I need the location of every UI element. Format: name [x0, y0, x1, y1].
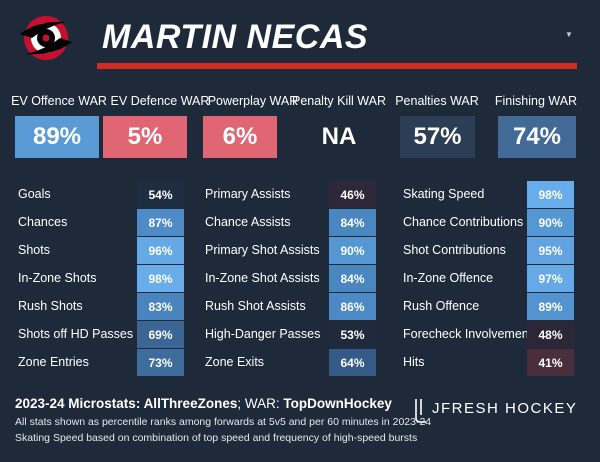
- stat-label: Rush Shot Assists: [205, 299, 306, 313]
- player-name: MARTIN NECAS: [102, 18, 369, 56]
- stat-value-cell: 97%: [527, 265, 574, 292]
- footnote-skating: Skating Speed based on combination of to…: [15, 432, 418, 444]
- stat-label: Zone Exits: [205, 355, 265, 369]
- war-label: Penalty Kill WAR: [291, 94, 386, 108]
- header: MARTIN NECAS ▼: [0, 0, 600, 80]
- stat-value-cell: 87%: [137, 209, 184, 236]
- stat-value-cell: 48%: [527, 321, 574, 348]
- hurricanes-logo-icon: [20, 16, 72, 60]
- stat-value-cell: 98%: [527, 181, 574, 208]
- stat-label: Goals: [18, 187, 51, 201]
- war-value-tile: NA: [321, 123, 357, 150]
- stat-label: High-Danger Passes: [205, 327, 321, 341]
- stat-label: Primary Shot Assists: [205, 243, 320, 257]
- stat-label: Chance Contributions: [403, 215, 524, 229]
- stat-value-cell: 46%: [329, 181, 376, 208]
- stat-label: Shot Contributions: [403, 243, 506, 257]
- war-label: EV Defence WAR: [110, 94, 210, 108]
- stat-label: Shots off HD Passes: [18, 327, 134, 341]
- war-value-tile: 6%: [203, 116, 277, 158]
- war-value-tile: 57%: [400, 116, 475, 158]
- stat-value-cell: 83%: [137, 293, 184, 320]
- stat-value-cell: 41%: [527, 349, 574, 376]
- stat-value-cell: 95%: [527, 237, 574, 264]
- war-label: Finishing WAR: [494, 94, 578, 108]
- stat-label: Forecheck Involvement: [403, 327, 533, 341]
- stat-label: Chances: [18, 215, 68, 229]
- brand-name: JFRESH HOCKEY: [432, 400, 578, 417]
- stat-value-cell: 98%: [137, 265, 184, 292]
- stat-value-cell: 54%: [137, 181, 184, 208]
- footer-sources: 2023-24 Microstats: AllThreeZones; WAR: …: [15, 396, 392, 411]
- stat-label: Primary Assists: [205, 187, 291, 201]
- stat-value-cell: 96%: [137, 237, 184, 264]
- stat-label: Hits: [403, 355, 425, 369]
- stat-value-cell: 84%: [329, 209, 376, 236]
- hockey-stick-icon: [415, 399, 426, 423]
- title-underline: [97, 63, 577, 69]
- menu-caret-icon[interactable]: ▼: [565, 30, 573, 39]
- stat-label: Shots: [18, 243, 50, 257]
- war-prefix: ; WAR:: [237, 396, 284, 411]
- war-source: TopDownHockey: [283, 396, 392, 411]
- war-value-tile: 5%: [103, 116, 187, 158]
- stat-label: Chance Assists: [205, 215, 291, 229]
- stat-label: Zone Entries: [18, 355, 89, 369]
- war-value-tile: 89%: [15, 116, 99, 158]
- stat-value-cell: 84%: [329, 265, 376, 292]
- stat-value-cell: 86%: [329, 293, 376, 320]
- season-label: 2023-24 Microstats:: [15, 396, 144, 411]
- stat-value-cell: 73%: [137, 349, 184, 376]
- war-label: Powerplay WAR: [207, 94, 299, 108]
- microstats-source: AllThreeZones: [143, 396, 238, 411]
- stat-value-cell: 53%: [329, 321, 376, 348]
- stat-value-cell: 90%: [527, 209, 574, 236]
- stat-value-cell: 89%: [527, 293, 574, 320]
- stat-label: Rush Offence: [403, 299, 480, 313]
- footnote-percentile: All stats shown as percentile ranks amon…: [15, 416, 432, 428]
- stat-label: In-Zone Shots: [18, 271, 97, 285]
- stat-label: Skating Speed: [403, 187, 485, 201]
- stat-label: In-Zone Offence: [403, 271, 494, 285]
- war-value-tile: 74%: [498, 116, 576, 158]
- brand: JFRESH HOCKEY: [412, 396, 582, 424]
- war-label: Penalties WAR: [395, 94, 479, 108]
- stat-label: Rush Shots: [18, 299, 83, 313]
- stat-label: In-Zone Shot Assists: [205, 271, 320, 285]
- stat-value-cell: 90%: [329, 237, 376, 264]
- stat-value-cell: 64%: [329, 349, 376, 376]
- war-label: EV Offence WAR: [11, 94, 107, 108]
- stat-value-cell: 69%: [137, 321, 184, 348]
